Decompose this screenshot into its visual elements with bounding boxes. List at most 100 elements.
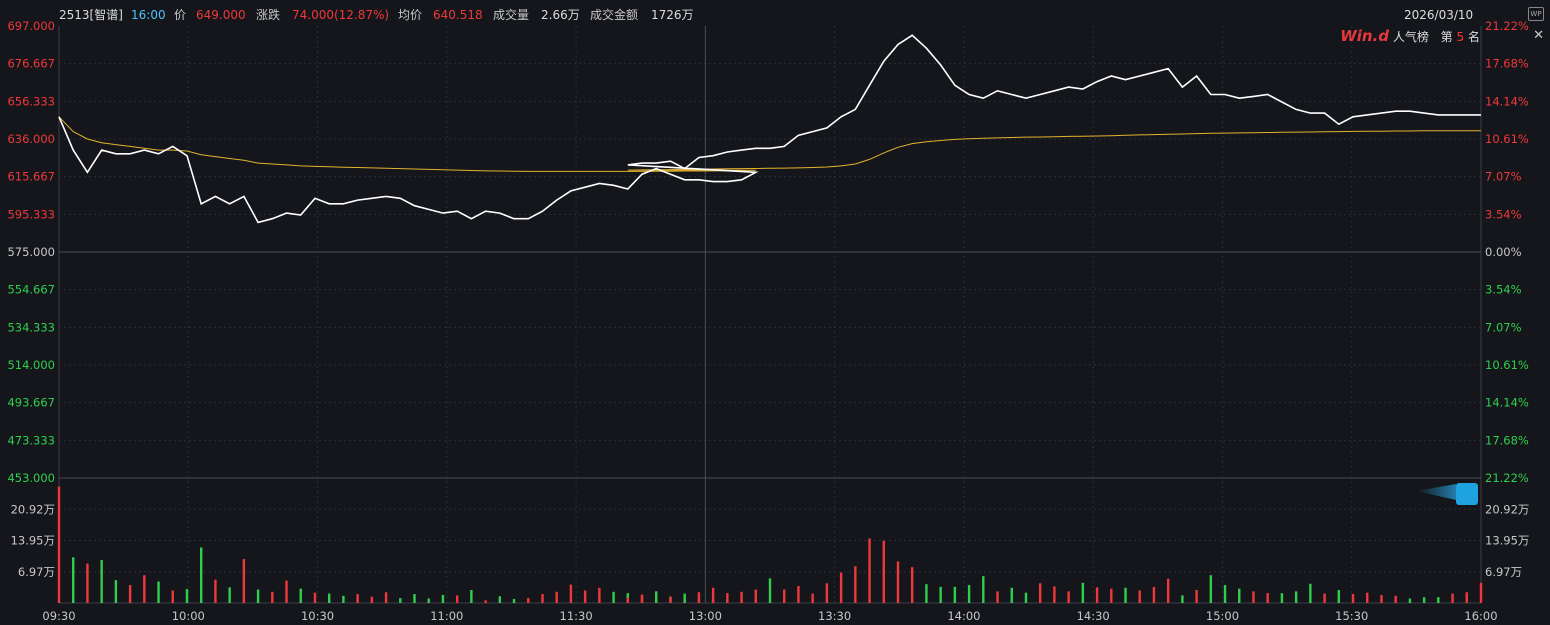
volume-bar bbox=[1095, 587, 1099, 603]
volume-bar bbox=[811, 593, 814, 603]
volume-bar bbox=[214, 579, 217, 603]
volume-bar bbox=[882, 540, 885, 603]
popularity-rank[interactable]: Win.d 人气榜 第 5 名 bbox=[1340, 27, 1480, 45]
volume-bar bbox=[1110, 588, 1113, 603]
volume-bar bbox=[1266, 593, 1269, 603]
security-code-name[interactable]: 2513[智谱] bbox=[59, 8, 123, 22]
volume-bar bbox=[86, 563, 89, 603]
volume-bars bbox=[57, 486, 1483, 603]
volume-bar bbox=[1209, 575, 1213, 603]
change-label: 涨跌 bbox=[256, 8, 281, 22]
volume-bar bbox=[1394, 595, 1397, 603]
volume-bar bbox=[527, 598, 530, 603]
percent-tick-label: 21.22% bbox=[1485, 19, 1529, 33]
price-tick-label: 656.333 bbox=[7, 94, 55, 108]
volume-bar bbox=[1067, 591, 1070, 603]
volume-bar bbox=[583, 590, 587, 603]
volume-bar bbox=[953, 586, 957, 603]
volume-bar bbox=[1479, 582, 1483, 603]
volume-tick-label: 20.92万 bbox=[11, 502, 55, 516]
time-tick-label: 15:00 bbox=[1206, 609, 1239, 623]
volume-bar bbox=[896, 561, 900, 603]
volume-bar bbox=[1138, 590, 1141, 603]
volume-bar bbox=[171, 590, 174, 603]
time-tick-label: 11:30 bbox=[560, 609, 593, 623]
volume-bar bbox=[1280, 593, 1284, 603]
volume-bar bbox=[271, 591, 274, 603]
price-tick-label: 575.000 bbox=[7, 245, 55, 259]
percent-tick-label: 10.61% bbox=[1485, 358, 1529, 372]
volume-bar bbox=[726, 593, 729, 603]
volume-bar bbox=[413, 594, 416, 603]
volume-bar bbox=[427, 598, 430, 603]
volume-bar bbox=[640, 594, 644, 603]
volume-bar bbox=[740, 591, 743, 603]
volume-bar bbox=[1195, 590, 1198, 603]
volume-bar bbox=[1465, 592, 1468, 603]
grid bbox=[58, 26, 1482, 604]
volume-bar bbox=[384, 592, 388, 603]
volume-bar bbox=[114, 580, 118, 603]
volume-tick-label: 13.95万 bbox=[11, 534, 55, 548]
volume-bar bbox=[711, 587, 715, 603]
volume-bar bbox=[1337, 590, 1340, 603]
volume-bar bbox=[1351, 594, 1355, 603]
volume-bar bbox=[1408, 598, 1412, 603]
volume-bar bbox=[185, 589, 189, 603]
percent-tick-label: 7.07% bbox=[1485, 170, 1522, 184]
rank-label: 人气榜 bbox=[1392, 30, 1429, 44]
volume-bar bbox=[754, 589, 757, 603]
percent-tick-label: 3.54% bbox=[1485, 283, 1522, 297]
volume-bar bbox=[1366, 592, 1369, 603]
volume-bar bbox=[470, 590, 473, 603]
volume-bar bbox=[768, 578, 772, 603]
volume-value: 2.66万 bbox=[541, 8, 580, 22]
volume-bar bbox=[1038, 583, 1042, 603]
price-tick-label: 453.000 bbox=[7, 471, 55, 485]
volume-bar bbox=[569, 584, 573, 603]
scroll-handle-icon[interactable] bbox=[1416, 483, 1478, 505]
volume-bar bbox=[1323, 593, 1326, 603]
volume-axis: 20.92万 20.92万 13.95万 13.95万 6.97万 6.97万 bbox=[11, 502, 1530, 579]
volume-bar bbox=[783, 589, 786, 603]
price-tick-label: 697.000 bbox=[7, 19, 55, 33]
volume-bar bbox=[868, 538, 871, 603]
volume-bar bbox=[854, 566, 857, 603]
volume-tick-label-right: 13.95万 bbox=[1485, 534, 1529, 548]
volume-bar bbox=[925, 584, 928, 603]
volume-bar bbox=[57, 486, 61, 603]
volume-bar bbox=[441, 594, 445, 603]
volume-bar bbox=[1152, 586, 1156, 603]
volume-bar bbox=[512, 598, 516, 603]
price-tick-label: 636.000 bbox=[7, 132, 55, 146]
volume-bar bbox=[598, 587, 601, 603]
volume-tick-label-right: 6.97万 bbox=[1485, 565, 1522, 579]
rank-prefix: 第 bbox=[1440, 30, 1453, 44]
percent-tick-label: 14.14% bbox=[1485, 396, 1529, 410]
price-tick-label: 514.000 bbox=[7, 358, 55, 372]
volume-bar bbox=[484, 600, 487, 603]
time-tick-label: 10:30 bbox=[301, 609, 334, 623]
volume-bar bbox=[157, 581, 160, 603]
volume-bar bbox=[100, 559, 103, 603]
rank-suffix: 名 bbox=[1467, 30, 1480, 44]
volume-bar bbox=[612, 591, 615, 603]
volume-bar bbox=[1124, 587, 1127, 603]
time-tick-label: 13:30 bbox=[818, 609, 851, 623]
volume-bar bbox=[655, 591, 658, 603]
percent-tick-label: 14.14% bbox=[1485, 94, 1529, 108]
amount-value: 1726万 bbox=[651, 8, 694, 22]
price-line bbox=[58, 34, 1481, 224]
close-icon[interactable]: ✕ bbox=[1533, 28, 1544, 43]
volume-bar bbox=[683, 593, 686, 603]
time-tick-label: 14:00 bbox=[947, 609, 980, 623]
volume-bar bbox=[911, 567, 914, 603]
price-axis: 697.000 676.667 656.333 636.000 615.667 595.3… bbox=[7, 19, 55, 485]
last-price: 649.000 bbox=[196, 8, 246, 22]
window-switch-icon[interactable]: WP bbox=[1528, 7, 1544, 21]
percent-tick-label: 7.07% bbox=[1485, 320, 1522, 334]
volume-bar bbox=[370, 596, 374, 603]
price-label: 价 bbox=[174, 8, 187, 22]
volume-bar bbox=[939, 586, 942, 603]
